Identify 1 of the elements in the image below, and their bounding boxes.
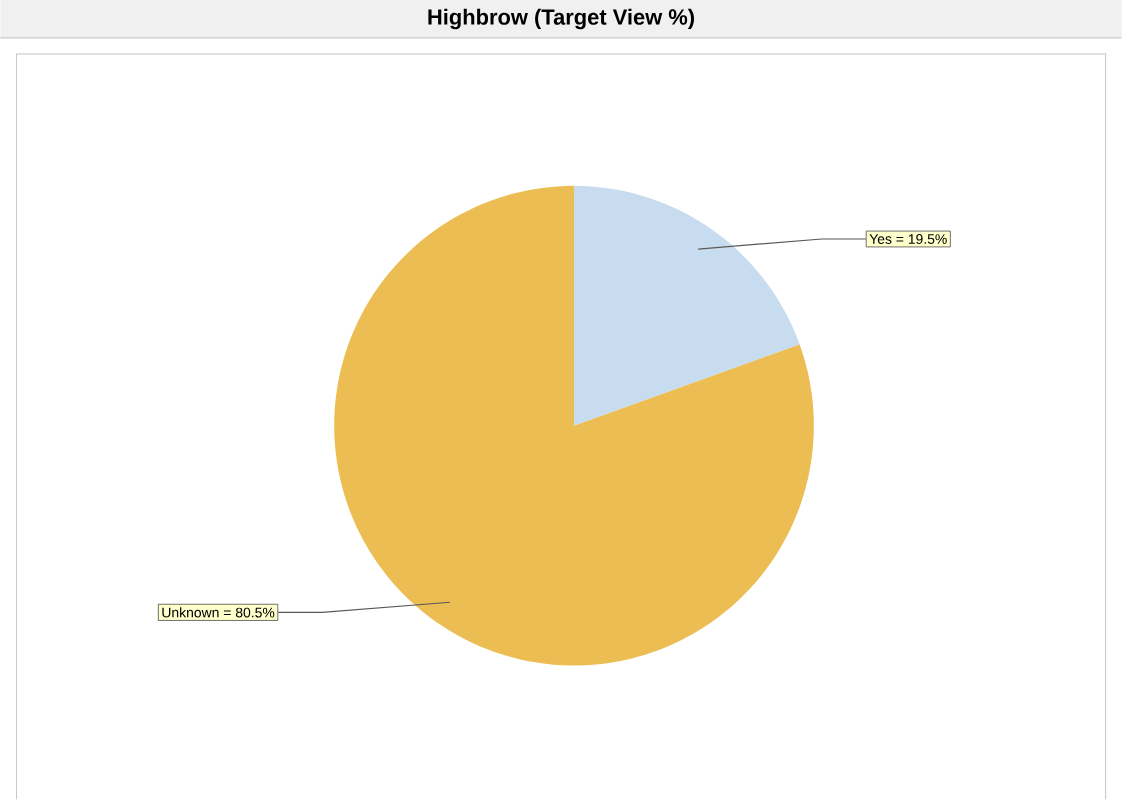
chart-title: Highbrow (Target View %): [428, 8, 694, 30]
